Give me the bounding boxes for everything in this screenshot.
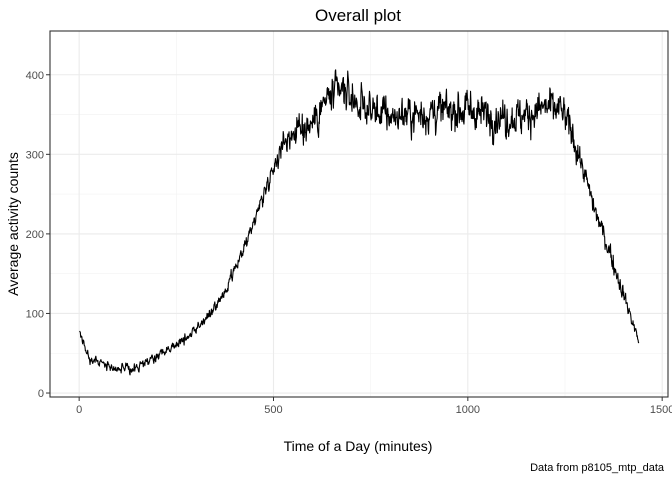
axis-ticks: 0 500 1000 1500 0 100 200 300 400 bbox=[26, 70, 672, 416]
y-tick-label: 100 bbox=[26, 308, 44, 320]
gridlines bbox=[50, 31, 668, 397]
y-tick-label: 300 bbox=[26, 149, 44, 161]
plot-panel-border bbox=[49, 30, 669, 398]
chart-title: Overall plot bbox=[315, 6, 401, 25]
y-tick-label: 200 bbox=[26, 229, 44, 241]
x-tick-label: 1000 bbox=[456, 404, 480, 416]
y-tick-label: 0 bbox=[38, 388, 44, 400]
y-axis-title: Average activity counts bbox=[5, 152, 21, 296]
x-axis-title: Time of a Day (minutes) bbox=[284, 438, 433, 454]
series-line-layer bbox=[79, 69, 640, 376]
x-tick-label: 1500 bbox=[650, 404, 672, 416]
y-tick-label: 400 bbox=[26, 70, 44, 82]
x-tick-label: 0 bbox=[76, 404, 82, 416]
series-line bbox=[79, 69, 640, 376]
caption: Data from p8105_mtp_data bbox=[530, 462, 665, 474]
x-tick-label: 500 bbox=[264, 404, 282, 416]
